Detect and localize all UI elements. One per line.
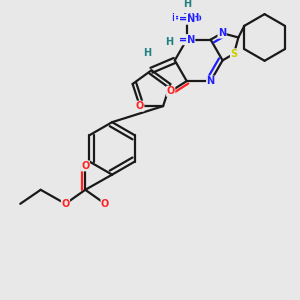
Text: =N: =N [178, 35, 195, 45]
Text: O: O [61, 199, 70, 209]
Text: O: O [101, 199, 109, 209]
Text: N: N [207, 76, 215, 86]
Text: imino: imino [171, 13, 202, 23]
Text: H: H [143, 48, 151, 58]
Text: H: H [165, 37, 173, 47]
Text: =N: =N [178, 14, 195, 24]
Text: =NH: =NH [175, 13, 199, 23]
Text: O: O [81, 161, 89, 171]
Text: S: S [230, 49, 238, 59]
Text: O: O [136, 101, 144, 111]
Text: N: N [218, 28, 226, 38]
Text: O: O [167, 86, 175, 96]
Text: H: H [183, 0, 191, 9]
